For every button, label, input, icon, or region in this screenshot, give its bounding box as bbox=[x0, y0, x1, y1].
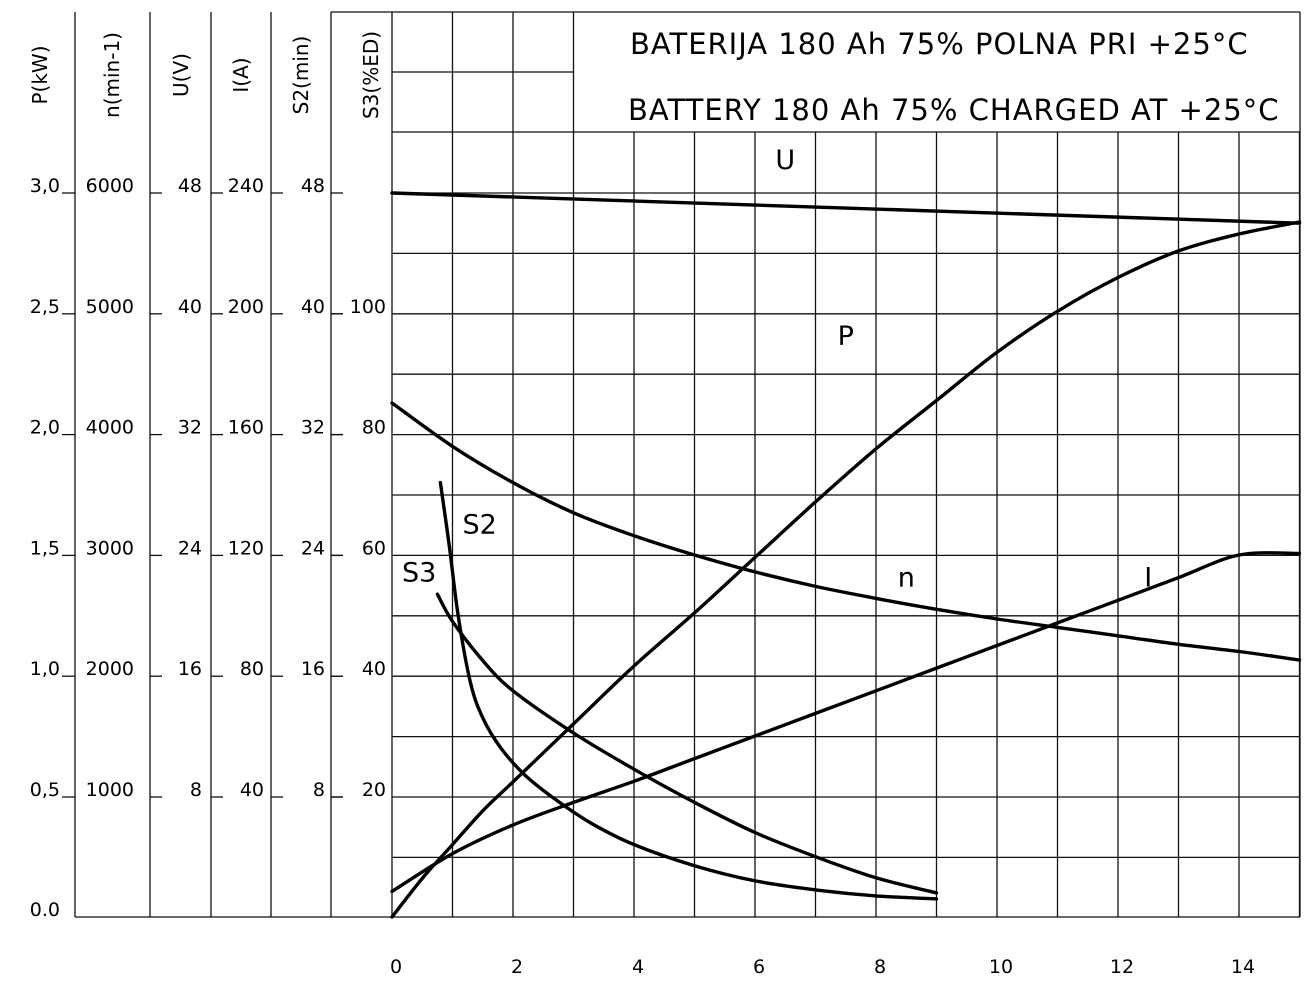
tick-label: 120 bbox=[228, 537, 264, 559]
tick-label: 8 bbox=[313, 779, 325, 801]
x-tick-label: 8 bbox=[874, 956, 886, 978]
tick-label: 8 bbox=[190, 779, 202, 801]
tick-label: 100 bbox=[350, 296, 386, 318]
curve-label-U: U bbox=[775, 145, 795, 176]
tick-label: 160 bbox=[228, 417, 264, 439]
tick-label: 4000 bbox=[86, 417, 134, 439]
tick-label: 1,0 bbox=[30, 658, 60, 680]
series-line-S3 bbox=[437, 594, 936, 893]
x-tick-label: 14 bbox=[1231, 956, 1255, 978]
tick-label: 0.0 bbox=[30, 899, 60, 921]
tick-label: 1,5 bbox=[30, 537, 60, 559]
curve-label-S2: S2 bbox=[463, 509, 497, 540]
curve-label-S3: S3 bbox=[402, 558, 436, 589]
tick-label: 6000 bbox=[86, 175, 134, 197]
tick-label: 80 bbox=[240, 658, 264, 680]
tick-label: 48 bbox=[301, 175, 325, 197]
x-tick-label: 2 bbox=[511, 956, 523, 978]
scale-label: U(V) bbox=[169, 53, 193, 97]
scale-S3(%ED): S3(%ED) 100 80 60 40 20 bbox=[331, 31, 386, 801]
tick-label: 60 bbox=[362, 537, 386, 559]
y-scales: P(kW) 3,0 2,5 2,0 1,5 1,0 0,5 0.0 n(min-1) 6000 50… bbox=[28, 31, 386, 921]
tick-label: 200 bbox=[228, 296, 264, 318]
tick-label: 24 bbox=[178, 537, 202, 559]
scale-P(kW): P(kW) 3,0 2,5 2,0 1,5 1,0 0,5 0.0 bbox=[28, 45, 75, 921]
tick-label: 5000 bbox=[86, 296, 134, 318]
x-tick-label: 12 bbox=[1110, 956, 1134, 978]
scale-label: I(A) bbox=[229, 57, 253, 92]
tick-label: 3000 bbox=[86, 537, 134, 559]
tick-label: 80 bbox=[362, 417, 386, 439]
tick-label: 240 bbox=[228, 175, 264, 197]
tick-label: 1000 bbox=[86, 779, 134, 801]
scale-label: P(kW) bbox=[28, 45, 52, 104]
x-tick-label: 10 bbox=[989, 956, 1013, 978]
x-tick-label: 0 bbox=[390, 956, 402, 978]
scale-label: S2(min) bbox=[289, 36, 313, 115]
tick-label: 16 bbox=[178, 658, 202, 680]
curve-labels: U Pn I S2 S3 bbox=[402, 145, 1152, 594]
tick-label: 32 bbox=[301, 417, 325, 439]
curve-label-I: I bbox=[1144, 562, 1152, 593]
tick-label: 0,5 bbox=[30, 779, 60, 801]
x-axis-ticks: 0 2 4 6 8 10 12 14 bbox=[390, 956, 1255, 978]
title-line-2: BATTERY 180 Ah 75% CHARGED AT +25°C bbox=[628, 93, 1280, 127]
tick-label: 16 bbox=[301, 658, 325, 680]
tick-label: 40 bbox=[362, 658, 386, 680]
tick-label: 2,0 bbox=[30, 417, 60, 439]
tick-label: 40 bbox=[301, 296, 325, 318]
series-line-I bbox=[392, 553, 1300, 892]
chart-title: BATERIJA 180 Ah 75% POLNA PRI +25°C BATT… bbox=[628, 27, 1280, 127]
series-line-n bbox=[392, 403, 1300, 660]
x-tick-label: 4 bbox=[632, 956, 644, 978]
scale-label: n(min-1) bbox=[100, 32, 124, 118]
curve-label-P: P bbox=[838, 321, 854, 352]
tick-label: 48 bbox=[178, 175, 202, 197]
tick-label: 20 bbox=[362, 779, 386, 801]
scale-U(V): U(V) 48 40 32 24 16 8 bbox=[169, 53, 223, 801]
tick-label: 2,5 bbox=[30, 296, 60, 318]
tick-label: 3,0 bbox=[30, 175, 60, 197]
series-line-U bbox=[392, 193, 1300, 223]
title-line-1: BATERIJA 180 Ah 75% POLNA PRI +25°C bbox=[630, 27, 1249, 61]
tick-label: 40 bbox=[240, 779, 264, 801]
tick-label: 24 bbox=[301, 537, 325, 559]
curve-label-n: n bbox=[898, 562, 915, 593]
tick-label: 40 bbox=[178, 296, 202, 318]
scale-S2(min): S2(min) 48 40 32 24 16 8 bbox=[289, 36, 343, 801]
x-tick-label: 6 bbox=[753, 956, 765, 978]
tick-label: 2000 bbox=[86, 658, 134, 680]
scale-label: S3(%ED) bbox=[359, 31, 383, 119]
scale-I(A): I(A) 240 200 160 120 80 40 bbox=[228, 57, 283, 801]
tick-label: 32 bbox=[178, 417, 202, 439]
